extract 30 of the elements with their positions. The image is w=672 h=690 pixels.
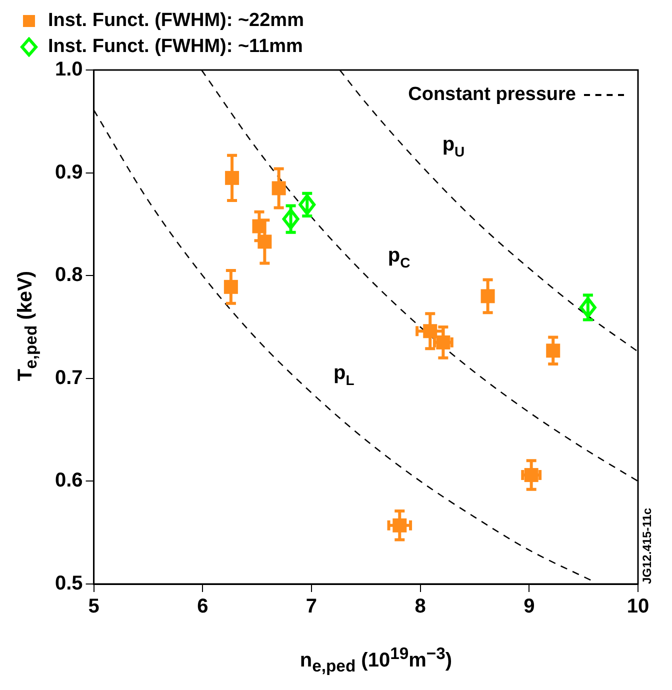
y-tick-label: 0.7 [54,366,83,389]
y-tick-label: 0.9 [54,161,83,184]
point [480,289,495,304]
x-tick-label: 6 [197,596,208,618]
point [546,344,560,358]
y-tick-label: 0.8 [54,264,83,286]
point [298,194,316,216]
y-tick-label: 0.5 [54,572,83,595]
point [579,296,596,318]
legend-label: Inst. Funct. (FWHM): ~22mm [48,10,304,32]
text: JG12.415-11c [640,508,654,584]
point [225,170,240,185]
x-tick-label: 7 [306,596,318,618]
point [436,335,450,350]
x-tick-label: 5 [88,596,100,618]
point [224,280,238,294]
point [524,468,538,482]
point [423,324,438,338]
point [392,518,407,532]
x-axis-title: n$_{e,ped}$ (10$^{19}$m$^{−3}$) [298,644,454,677]
x-tick-label: 10 [626,596,650,618]
legend-label: Inst. Funct. (FWHM): ~11mm [48,36,303,58]
point [282,208,300,230]
x-tick-label: 9 [524,596,535,618]
legend-title: Constant pressure [408,84,576,106]
point [272,181,286,196]
y-tick-label: 1.0 [54,58,83,81]
x-tick-label: 8 [414,596,426,618]
y-tick-label: 0.6 [54,470,83,492]
point [258,234,272,249]
